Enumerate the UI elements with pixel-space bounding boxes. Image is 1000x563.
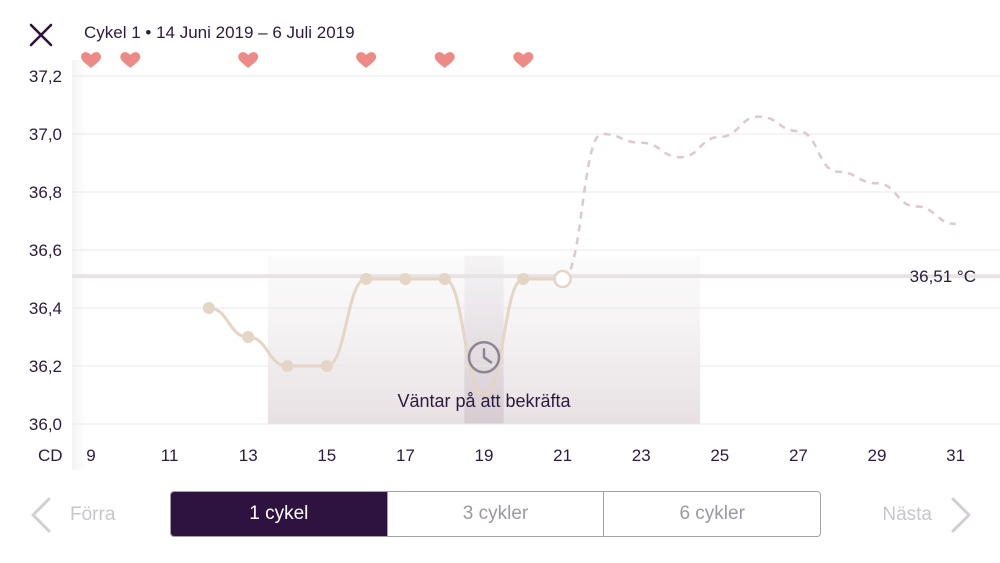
heart-icon [434,52,455,68]
x-tick-label: 21 [553,446,572,465]
cycle-count-selector: 1 cykel 3 cykler 6 cykler [170,491,821,537]
x-tick-label: 13 [239,446,258,465]
segment-1-cycle[interactable]: 1 cykel [171,492,387,536]
heart-icon [356,52,377,68]
x-tick-label: 17 [396,446,415,465]
segment-3-cycles[interactable]: 3 cykler [386,492,604,536]
close-x-icon [29,23,53,47]
close-button[interactable] [24,18,58,52]
temperature-point [517,273,530,285]
segment-6-cycles[interactable]: 6 cykler [603,492,820,536]
clock-icon [467,341,501,374]
y-tick-label: 36,4 [29,299,62,318]
previous-button[interactable]: Förra [30,492,115,538]
x-tick-label: 9 [86,446,95,465]
y-tick-label: 37,2 [29,67,62,86]
x-tick-label: 23 [632,446,651,465]
y-tick-label: 36,6 [29,241,62,260]
y-tick-label: 36,8 [29,183,62,202]
x-axis-label: CD [38,446,63,465]
previous-label: Förra [70,504,116,525]
x-tick-label: 27 [789,446,808,465]
next-label: Nästa [882,504,932,525]
pending-label: Väntar på att bekräfta [397,391,571,411]
temperature-point [242,331,255,343]
temperature-point [360,273,373,285]
clock-hands [482,348,493,364]
x-tick-label: 29 [868,446,887,465]
next-button[interactable]: Nästa [882,492,972,538]
segment-label: 1 cykel [249,503,309,524]
x-tick-label: 15 [317,446,336,465]
heart-icon [238,52,259,68]
temperature-point [438,273,451,285]
temperature-point [281,360,294,372]
segment-label: 6 cykler [679,503,745,524]
coverline-label: 36,51 °C [910,267,976,286]
measured-temperature-line [208,277,563,397]
chevron-right-icon [951,497,971,533]
predicted-temperature-line [562,115,956,281]
latest-temperature-point [553,269,572,289]
heart-icon [513,52,534,68]
heart-icon [120,52,141,68]
temperature-point [202,302,215,314]
chevron-left-icon [31,497,51,533]
clock-face [467,341,501,374]
left-edge-shade [72,60,86,470]
y-tick-label: 36,0 [29,415,62,434]
bbt-chart: 37,2 37,0 36,8 36,6 36,4 36,2 36,0 CD 9 11 13 15 17 1… [29,52,1000,470]
y-tick-label: 37,0 [29,125,62,144]
x-tick-label: 25 [710,446,729,465]
heart-icon [81,52,101,68]
y-tick-label: 36,2 [29,357,62,376]
segment-label: 3 cykler [462,503,529,524]
temperature-point [320,360,333,372]
temperature-point [399,273,412,285]
x-tick-label: 19 [475,446,494,465]
cycle-title: Cykel 1 • 14 Juni 2019 – 6 Juli 2019 [84,23,355,42]
x-tick-label: 11 [161,446,179,465]
x-tick-label: 31 [946,446,965,465]
